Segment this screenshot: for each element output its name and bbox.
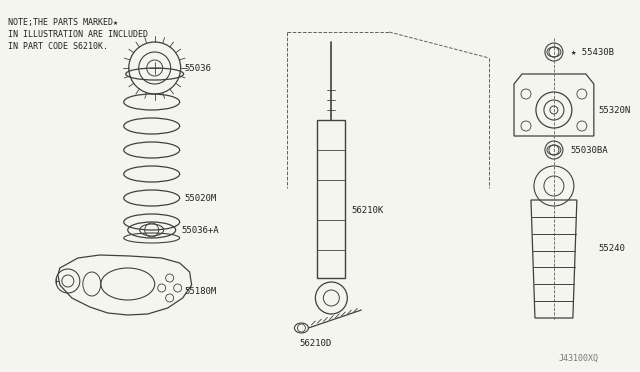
Text: 55036: 55036 [184, 64, 211, 73]
Text: ★ 55430B: ★ 55430B [571, 48, 614, 57]
Bar [317, 120, 346, 278]
Text: IN PART CODE S6210K.: IN PART CODE S6210K. [8, 42, 108, 51]
Text: J43100XQ: J43100XQ [559, 353, 599, 362]
Text: 55320N: 55320N [599, 106, 631, 115]
Text: 55036+A: 55036+A [182, 225, 220, 234]
Text: 56210K: 56210K [351, 205, 383, 215]
Text: 56210D: 56210D [300, 340, 332, 349]
Text: 55020M: 55020M [184, 193, 217, 202]
Text: 55030BA: 55030BA [571, 145, 609, 154]
Text: NOTE;THE PARTS MARKED★: NOTE;THE PARTS MARKED★ [8, 17, 118, 26]
Text: 55180M: 55180M [184, 288, 217, 296]
Text: 55240: 55240 [599, 244, 626, 253]
Text: IN ILLUSTRATION ARE INCLUDED: IN ILLUSTRATION ARE INCLUDED [8, 29, 148, 38]
